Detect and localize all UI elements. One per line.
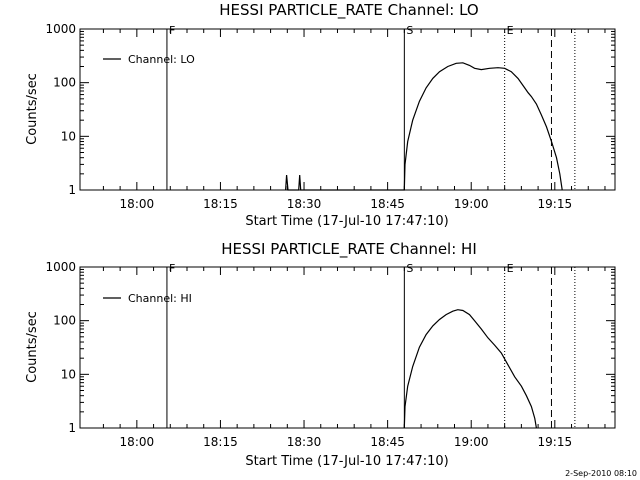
x-tick-label: 18:15 [203,435,238,449]
y-tick-label: 10 [61,367,76,381]
footer-timestamp: 2-Sep-2010 08:10 [565,469,637,478]
y-axis-label: Counts/sec [25,311,40,383]
x-tick-label: 19:00 [454,197,489,211]
x-tick-label: 19:00 [454,435,489,449]
y-tick-label: 1 [68,183,76,197]
y-tick-label: 1000 [45,22,76,36]
event-marker-label: E [507,262,514,275]
y-tick-label: 10 [61,129,76,143]
x-axis-label: Start Time (17-Jul-10 17:47:10) [245,454,448,469]
series-line [285,62,563,191]
x-tick-label: 18:30 [287,197,322,211]
x-tick-label: 18:15 [203,197,238,211]
y-tick-label: 1 [68,421,76,435]
legend-label: Channel: HI [128,292,192,305]
event-marker-label: F [169,262,175,275]
plot-area-frame [79,266,616,429]
x-tick-label: 18:45 [370,435,405,449]
y-axis-label: Counts/sec [25,73,40,145]
event-marker-label: S [406,262,413,275]
event-marker-label: E [507,24,514,37]
chart-title: HESSI PARTICLE_RATE Channel: HI [221,240,477,259]
x-tick-label: 18:00 [120,435,155,449]
x-axis-label: Start Time (17-Jul-10 17:47:10) [245,214,448,229]
x-tick-label: 18:45 [370,197,405,211]
chart-title: HESSI PARTICLE_RATE Channel: LO [219,1,478,20]
chart-panel-hi: HESSI PARTICLE_RATE Channel: HI Start Ti… [25,240,616,469]
y-tick-label: 100 [53,314,76,328]
legend-label: Channel: LO [128,53,195,66]
x-tick-label: 18:30 [287,435,322,449]
y-tick-label: 1000 [45,260,76,274]
x-tick-label: 19:15 [538,435,573,449]
event-marker-label: S [406,24,413,37]
y-tick-label: 100 [53,76,76,90]
event-marker-label: F [169,24,175,37]
x-tick-label: 19:15 [538,197,573,211]
series-line [403,309,537,429]
x-tick-label: 18:00 [120,197,155,211]
chart-panel-lo: HESSI PARTICLE_RATE Channel: LO Start Ti… [25,1,616,229]
